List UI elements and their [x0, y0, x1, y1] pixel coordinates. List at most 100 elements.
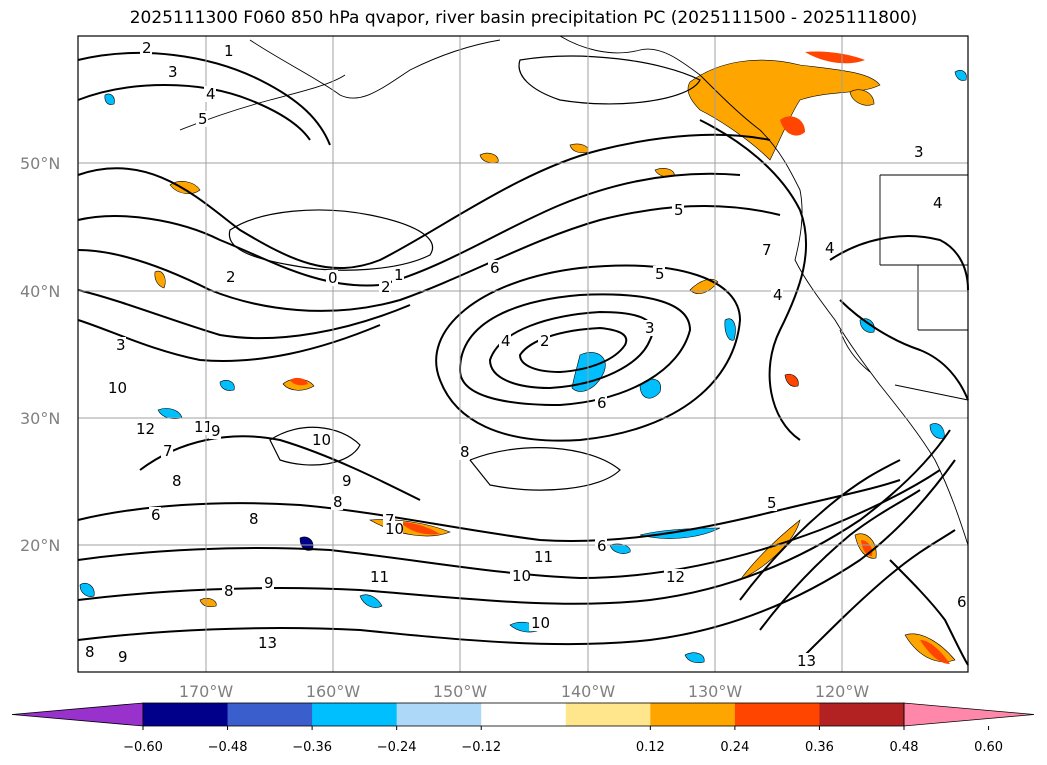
- contour-label: 6: [490, 259, 500, 277]
- contour-label-bg: [955, 594, 967, 610]
- contour-label-bg: [529, 615, 549, 631]
- colorbar-bin: [481, 703, 567, 726]
- contour-label-bg: [170, 473, 182, 489]
- lat-tick-30n: 30°N: [20, 409, 60, 428]
- contour-label-bg: [196, 111, 208, 127]
- contour-label: 10: [312, 431, 331, 449]
- colorbar-bin: [396, 703, 482, 726]
- contour-label-bg: [222, 583, 234, 599]
- contour-label-bg: [204, 86, 216, 102]
- contour-label-bg: [664, 569, 684, 585]
- contour-label-bg: [222, 43, 234, 59]
- contour-label: 8: [224, 582, 234, 600]
- contour-label: 8: [85, 643, 95, 661]
- contour-label: 11: [194, 418, 213, 436]
- contour-label-bg: [83, 644, 95, 660]
- colorbar-tick-label: 0.24: [720, 740, 749, 755]
- lon-tick-120w: 120°W: [815, 682, 870, 701]
- contour-label: 10: [512, 567, 531, 585]
- contour-label-bg: [823, 240, 835, 256]
- contour-label-bg: [340, 473, 352, 489]
- contour-label: 3: [116, 336, 126, 354]
- contour-label-bg: [383, 521, 403, 537]
- contour-label-bg: [368, 569, 388, 585]
- lat-tick-40n: 40°N: [20, 282, 60, 301]
- contour-label: 9: [211, 422, 221, 440]
- contour-label: 13: [258, 634, 277, 652]
- contour-label: 4: [206, 85, 216, 103]
- lat-tick-50n: 50°N: [20, 154, 60, 173]
- colorbar-bin: [143, 703, 229, 726]
- contour-label-bg: [256, 635, 276, 651]
- colorbar-extend-min: [11, 702, 144, 727]
- colorbar-bin: [650, 703, 736, 726]
- contour-label: 7: [163, 442, 173, 460]
- coastlines: [179, 35, 969, 546]
- contour-label-bg: [379, 279, 391, 295]
- contour-label-bg: [653, 266, 665, 282]
- contour-label-bg: [106, 380, 126, 396]
- contour-label: 13: [797, 652, 816, 670]
- contour-label: 4: [773, 286, 783, 304]
- contour-label: 10: [531, 614, 550, 632]
- contour-label: 4: [825, 239, 835, 257]
- contour-label-bg: [931, 195, 943, 211]
- contour-label: 10: [385, 520, 404, 538]
- secondary-contours: [228, 55, 701, 491]
- colorbar-tick-label: 0.48: [890, 740, 919, 755]
- contour-label-bg: [771, 287, 783, 303]
- contour-label: 4: [501, 332, 511, 350]
- contour-label-bg: [672, 202, 684, 218]
- contour-label: 11: [370, 568, 389, 586]
- contour-label-bg: [595, 538, 607, 554]
- contour-label: 7: [762, 241, 772, 259]
- contour-label-bg: [510, 568, 530, 584]
- contour-label: 5: [767, 494, 777, 512]
- contour-label-bg: [326, 270, 338, 286]
- contour-label: 9: [118, 648, 128, 666]
- colorbar-tick-label: 0.12: [636, 740, 665, 755]
- contour-label: 12: [136, 420, 155, 438]
- contour-label-bg: [209, 423, 221, 439]
- colorbar-frame: [142, 702, 905, 727]
- colorbar: −0.60 −0.48 −0.36 −0.24 −0.12 0.12 0.24 0.36 0.4…: [11, 702, 1035, 755]
- contour-label: 6: [597, 394, 607, 412]
- colorbar-bin: [312, 703, 398, 726]
- colorbar-tick-label: −0.12: [461, 740, 501, 755]
- contour-label: 8: [333, 493, 343, 511]
- contour-label: 5: [674, 201, 684, 219]
- colorbar-tick-label: 0.60: [974, 740, 1003, 755]
- colorbar-tick-label: −0.48: [208, 740, 248, 755]
- contour-label: 6: [597, 537, 607, 555]
- gridlines: [78, 36, 968, 672]
- contour-label: 3: [168, 63, 178, 81]
- colorbar-tick-label: −0.24: [377, 740, 417, 755]
- contour-label: 1: [224, 42, 234, 60]
- colorbar-bin: [734, 703, 820, 726]
- contour-label: 0: [328, 269, 338, 287]
- lon-tick-160w: 160°W: [306, 682, 361, 701]
- contour-label-bg: [595, 395, 607, 411]
- contour-label-bg: [532, 549, 552, 565]
- contour-label: 10: [108, 379, 127, 397]
- lat-tick-20n: 20°N: [20, 536, 60, 555]
- colorbar-tick-label: −0.36: [292, 740, 332, 755]
- contour-label-bg: [149, 507, 161, 523]
- contour-label: 3: [914, 143, 924, 161]
- contour-label: 2: [540, 332, 550, 350]
- contour-label-bg: [140, 40, 152, 56]
- contour-label: 6: [957, 593, 967, 611]
- contour-label: 9: [264, 574, 274, 592]
- contour-label: 2: [381, 278, 391, 296]
- contour-label: 12: [666, 568, 685, 586]
- contour-label-bg: [224, 269, 236, 285]
- contour-label-bg: [166, 64, 178, 80]
- contour-label-bg: [310, 432, 330, 448]
- contour-label-bg: [331, 494, 343, 510]
- contour-label-bg: [795, 653, 815, 669]
- contour-label-bg: [912, 144, 924, 160]
- contour-label-bg: [643, 320, 655, 336]
- lon-tick-150w: 150°W: [433, 682, 488, 701]
- contour-label: 5: [198, 110, 208, 128]
